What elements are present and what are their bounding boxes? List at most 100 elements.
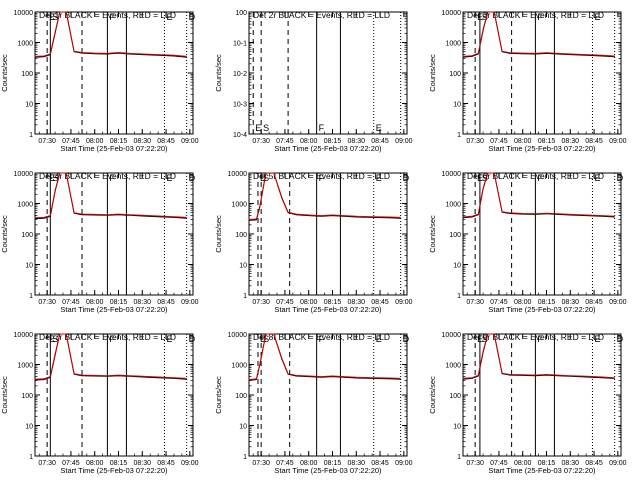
x-tick-label: 07:30 [466,138,484,145]
marker-label: D [403,334,410,344]
y-tick-label: 10 [25,102,33,109]
y-axis-label: Counts/sec [214,376,223,414]
x-tick-label: 07:45 [490,299,508,306]
x-tick-label: 08:00 [86,299,104,306]
y-tick-label: 10-1 [233,41,247,48]
x-tick-label: 08:30 [562,138,580,145]
chart-panel: Det 3r BLACK = Events, RED = LLD11010010… [428,10,627,153]
x-axis-label: Start Time (25-Feb-03 07:22:20) [60,466,168,475]
x-tick-label: 08:00 [514,138,532,145]
chart-title: Det 2r BLACK = Events, RED = LLD [253,10,390,20]
x-tick-label: 08:15 [110,138,128,145]
y-tick-label: 10 [25,263,33,270]
y-axis-label: Counts/sec [428,215,437,253]
x-tick-label: 09:00 [395,138,413,145]
series-line-lld [34,11,187,57]
x-tick-label: 09:00 [181,138,199,145]
marker-label: E [260,334,266,344]
x-axis-label: Start Time (25-Feb-03 07:22:20) [274,144,382,153]
x-tick-label: 08:15 [110,460,128,467]
x-tick-label: 08:45 [157,299,175,306]
y-tick-label: 1000 [17,363,33,370]
plot-frame [248,172,408,296]
x-tick-label: 08:15 [324,138,342,145]
plot-frame [248,11,408,135]
y-tick-label: 1000 [231,202,247,209]
y-tick-label: 1 [457,454,461,461]
plot-frame [34,11,194,135]
y-tick-label: 10 [239,424,247,431]
marker-label: E [166,12,172,22]
marker-label: E [594,12,600,22]
marker-label: F [109,334,115,344]
marker-label: F [319,334,325,344]
x-tick-label: 07:45 [276,460,294,467]
x-tick-label: 09:00 [609,299,627,306]
x-tick-label: 08:45 [371,138,389,145]
y-tick-label: 100 [235,232,247,239]
marker-label: F [109,173,115,183]
y-tick-label: 10 [239,263,247,270]
x-tick-label: 08:30 [348,299,366,306]
x-axis-label: Start Time (25-Feb-03 07:22:20) [488,466,596,475]
plot-frame [34,172,194,296]
x-tick-label: 09:00 [395,460,413,467]
y-tick-label: 10000 [14,332,34,339]
y-tick-label: 1000 [445,41,461,48]
chart-panel: Det 2r BLACK = Events, RED = LLD 10-4 10-3… [214,10,413,153]
x-tick-label: 08:45 [371,299,389,306]
chart-panel: Det 5r BLACK = Events, RED = LLD 1 10 100 10… [214,171,413,314]
y-tick-label: 10000 [14,10,34,17]
x-tick-label: 08:45 [585,299,603,306]
y-tick-label: 10 [453,424,461,431]
x-tick-label: 07:45 [276,299,294,306]
chart-panel: Det 1r BLACK = Events, RED = LLD11010010… [0,10,199,153]
x-tick-label: 07:45 [276,138,294,145]
y-tick-label: 1 [29,132,33,139]
plot-frame [34,333,194,457]
y-axis-label: Counts/sec [0,376,9,414]
y-tick-label: 100 [449,393,461,400]
y-tick-label: 1 [457,132,461,139]
x-tick-label: 07:45 [62,299,80,306]
y-tick-label: 100 [21,71,33,78]
y-tick-label: 10-2 [233,71,247,78]
x-tick-label: 07:30 [466,460,484,467]
marker-label: E [49,334,55,344]
y-axis-label: Counts/sec [214,54,223,92]
x-axis-label: Start Time (25-Feb-03 07:22:20) [488,305,596,314]
marker-label: S [263,123,269,133]
y-tick-label: 10000 [442,10,462,17]
x-tick-label: 09:00 [609,138,627,145]
marker-label: D [189,334,196,344]
x-tick-label: 07:30 [38,299,56,306]
y-tick-label: 100 [21,393,33,400]
x-tick-label: 07:30 [252,138,270,145]
x-tick-label: 08:30 [348,138,366,145]
y-tick-label: 1000 [17,41,33,48]
x-tick-label: 08:30 [562,460,580,467]
x-tick-label: 08:00 [86,138,104,145]
x-tick-label: 08:30 [134,460,152,467]
y-tick-label: 100 [449,232,461,239]
y-tick-label: 1 [457,293,461,300]
x-tick-label: 08:45 [157,138,175,145]
x-tick-label: 08:45 [585,460,603,467]
marker-label: S [52,173,58,183]
x-tick-label: 07:45 [490,138,508,145]
y-tick-label: 10 [453,102,461,109]
x-axis-label: Start Time (25-Feb-03 07:22:20) [60,144,168,153]
y-tick-label: 10000 [442,171,462,178]
marker-label: D [189,173,196,183]
x-tick-label: 09:00 [609,460,627,467]
x-tick-label: 08:00 [300,299,318,306]
x-tick-label: 08:00 [514,460,532,467]
x-tick-label: 07:45 [490,460,508,467]
marker-label: F [319,173,325,183]
marker-label: F [537,173,543,183]
marker-label: E [166,173,172,183]
marker-label: E [260,173,266,183]
x-tick-label: 08:45 [157,460,175,467]
marker-label: E [49,12,55,22]
